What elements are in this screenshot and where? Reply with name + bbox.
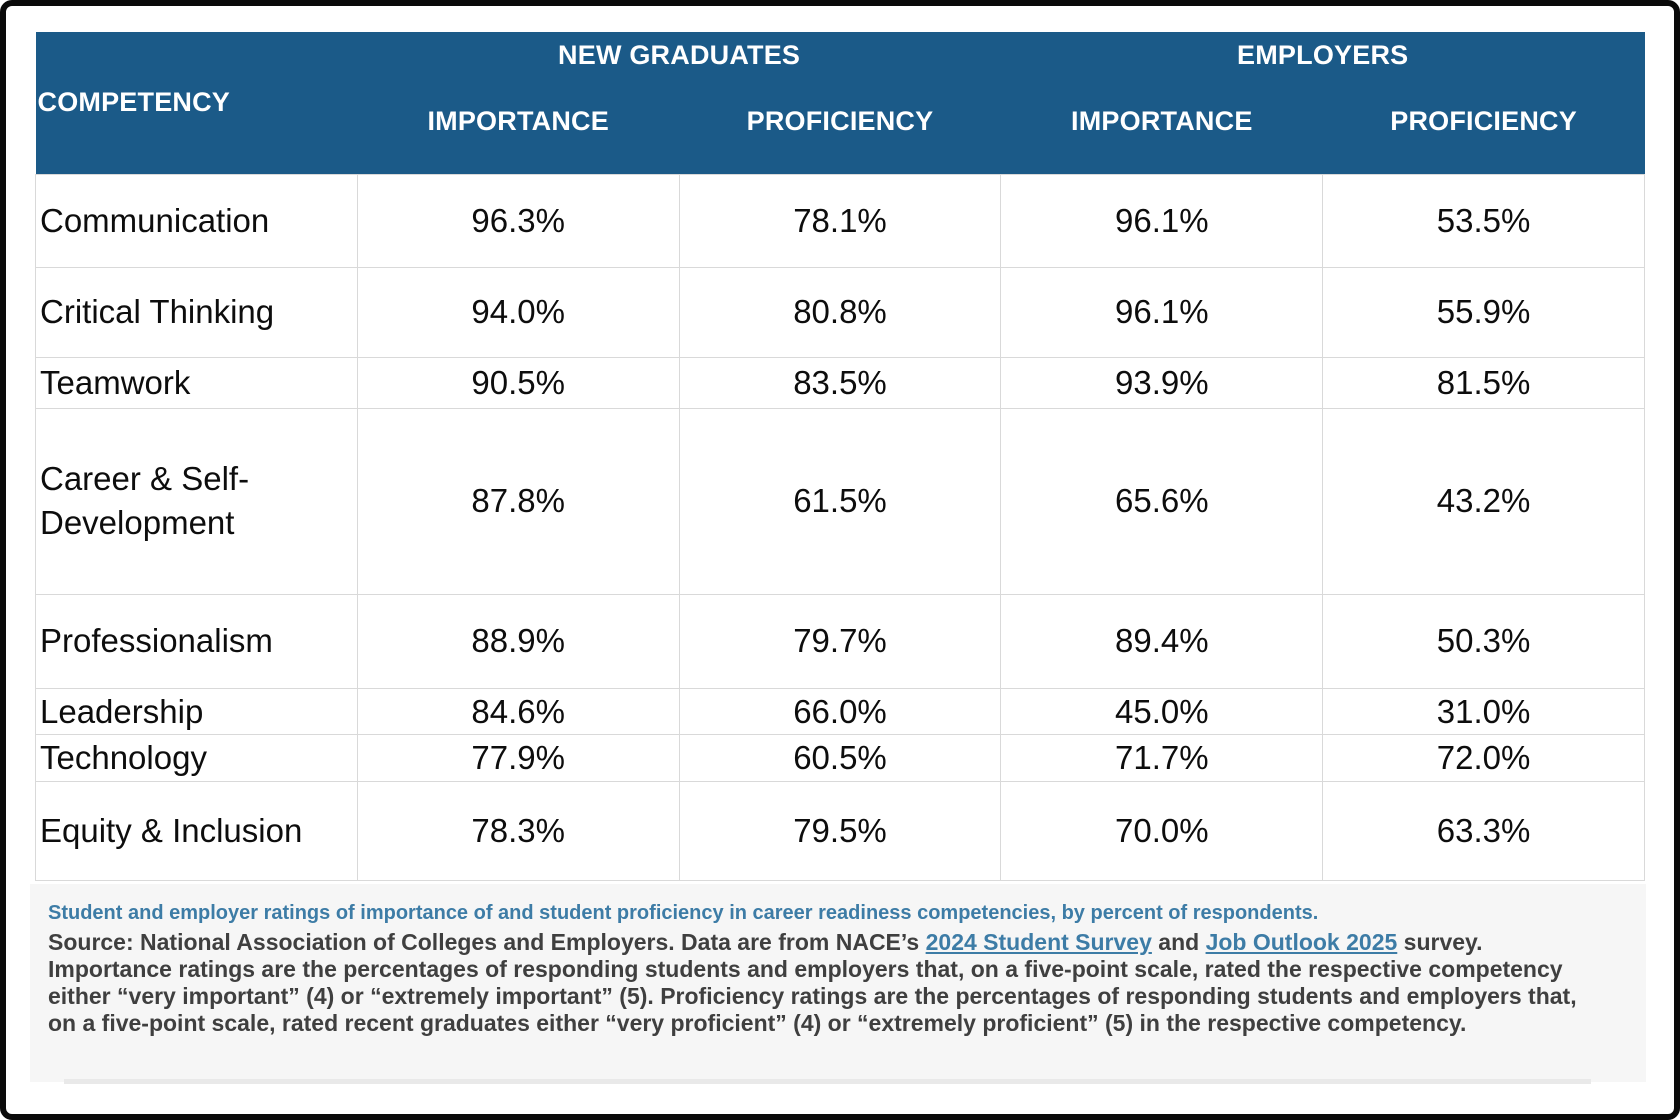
competency-cell: Technology: [35, 734, 358, 782]
footnote-block: Student and employer ratings of importan…: [48, 900, 1580, 1037]
source-text: survey. Importance ratings are the perce…: [48, 929, 1577, 1036]
competency-cell: Teamwork: [35, 356, 358, 409]
table-row: Equity & Inclusion 78.3% 79.5% 70.0% 63.…: [35, 780, 1645, 881]
competency-cell: Professionalism: [35, 593, 358, 689]
table-row: Teamwork 90.5% 83.5% 93.9% 81.5%: [35, 356, 1645, 409]
table-caption: Student and employer ratings of importan…: [48, 902, 1319, 924]
table-row: Career & Self-Development 87.8% 61.5% 65…: [35, 407, 1645, 595]
value-cell: 53.5%: [1322, 173, 1645, 268]
value-cell: 63.3%: [1322, 780, 1645, 881]
value-cell: 94.0%: [356, 266, 680, 358]
value-cell: 79.5%: [678, 780, 1002, 881]
value-cell: 80.8%: [678, 266, 1002, 358]
value-cell: 45.0%: [1000, 687, 1324, 736]
competency-cell: Equity & Inclusion: [35, 780, 358, 881]
subheader-newgrad-importance: IMPORTANCE: [357, 98, 680, 174]
value-cell: 78.1%: [678, 173, 1002, 268]
value-cell: 77.9%: [356, 734, 680, 782]
subheader-newgrad-proficiency: PROFICIENCY: [679, 98, 1001, 174]
value-cell: 61.5%: [678, 407, 1002, 595]
table-row: Communication 96.3% 78.1% 96.1% 53.5%: [35, 173, 1645, 268]
value-cell: 79.7%: [678, 593, 1002, 689]
competency-cell: Career & Self-Development: [35, 407, 358, 595]
value-cell: 84.6%: [356, 687, 680, 736]
table-row: Critical Thinking 94.0% 80.8% 96.1% 55.9…: [35, 266, 1645, 358]
table-header: COMPETENCY NEW GRADUATES EMPLOYERS IMPOR…: [35, 32, 1645, 174]
value-cell: 71.7%: [1000, 734, 1324, 782]
value-cell: 55.9%: [1322, 266, 1645, 358]
value-cell: 72.0%: [1322, 734, 1645, 782]
group-header-new-graduates: NEW GRADUATES: [357, 32, 1001, 98]
value-cell: 96.3%: [356, 173, 680, 268]
value-cell: 81.5%: [1322, 356, 1645, 409]
source-text: and: [1151, 929, 1206, 955]
competency-ratings-table: COMPETENCY NEW GRADUATES EMPLOYERS IMPOR…: [35, 32, 1645, 881]
subheader-employer-importance: IMPORTANCE: [1000, 98, 1323, 174]
subheader-employer-proficiency: PROFICIENCY: [1322, 98, 1645, 174]
competency-column-header: COMPETENCY: [35, 32, 358, 174]
value-cell: 90.5%: [356, 356, 680, 409]
value-cell: 70.0%: [1000, 780, 1324, 881]
value-cell: 96.1%: [1000, 173, 1324, 268]
value-cell: 78.3%: [356, 780, 680, 881]
competency-cell: Leadership: [35, 687, 358, 736]
value-cell: 66.0%: [678, 687, 1002, 736]
source-note: Source: National Association of Colleges…: [48, 929, 1580, 1037]
value-cell: 83.5%: [678, 356, 1002, 409]
footer-divider-bar: [64, 1079, 1591, 1084]
value-cell: 88.9%: [356, 593, 680, 689]
value-cell: 87.8%: [356, 407, 680, 595]
table-body: Communication 96.3% 78.1% 96.1% 53.5% Cr…: [35, 173, 1645, 881]
value-cell: 31.0%: [1322, 687, 1645, 736]
source-text: Source: National Association of Colleges…: [48, 929, 926, 955]
competency-cell: Communication: [35, 173, 358, 268]
value-cell: 65.6%: [1000, 407, 1324, 595]
value-cell: 89.4%: [1000, 593, 1324, 689]
value-cell: 60.5%: [678, 734, 1002, 782]
value-cell: 43.2%: [1322, 407, 1645, 595]
table-row: Leadership 84.6% 66.0% 45.0% 31.0%: [35, 687, 1645, 736]
value-cell: 96.1%: [1000, 266, 1324, 358]
table-row: Professionalism 88.9% 79.7% 89.4% 50.3%: [35, 593, 1645, 689]
link-job-outlook-2025[interactable]: Job Outlook 2025: [1205, 929, 1398, 955]
link-2024-student-survey[interactable]: 2024 Student Survey: [925, 929, 1152, 955]
footer-background: [30, 884, 1646, 1082]
value-cell: 93.9%: [1000, 356, 1324, 409]
value-cell: 50.3%: [1322, 593, 1645, 689]
table-row: Technology 77.9% 60.5% 71.7% 72.0%: [35, 734, 1645, 782]
group-header-employers: EMPLOYERS: [1000, 32, 1645, 98]
competency-cell: Critical Thinking: [35, 266, 358, 358]
